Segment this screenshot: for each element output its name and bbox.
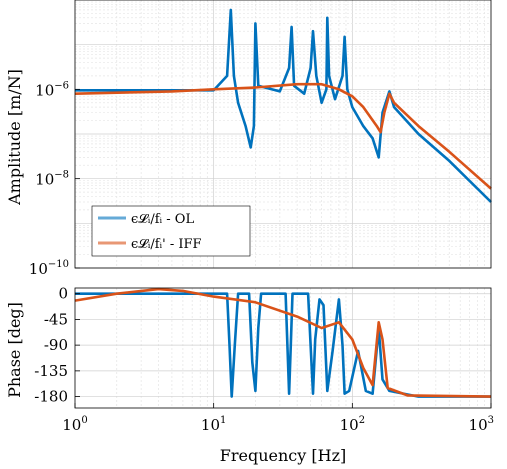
amplitude-panel: 10−10 10−8 10−6 xyxy=(29,0,492,278)
amplitude-series-0 xyxy=(75,8,492,203)
phase-ytick-label: -180 xyxy=(34,388,68,406)
phase-ytick-label: -45 xyxy=(44,310,68,328)
legend-label-ol: ϵ𝓛ᵢ/fᵢ - OL xyxy=(131,212,194,227)
phase-series-1 xyxy=(74,287,492,398)
amplitude-frame xyxy=(74,0,492,269)
amplitude-ytick-label: 10−10 xyxy=(29,259,69,278)
phase-series-0 xyxy=(75,292,491,398)
phase-ylabel: Phase [deg] xyxy=(5,302,24,398)
legend-box xyxy=(91,205,251,257)
phase-frame xyxy=(74,287,492,409)
phase-xlabel: Frequency [Hz] xyxy=(220,446,347,465)
phase-xtick-label: 101 xyxy=(201,415,226,434)
amplitude-ytick-label: 10−8 xyxy=(35,170,69,189)
phase-xtick-label: 100 xyxy=(62,415,87,434)
phase-ytick-label: -135 xyxy=(34,362,68,380)
legend-label-iff: ϵ𝓛ᵢ/fᵢ' - IFF xyxy=(131,237,202,252)
phase-panel: 0 -45 -90 -135 -180 100 101 102 103 xyxy=(34,285,494,434)
amplitude-ylabel: Amplitude [m/N] xyxy=(5,69,24,206)
phase-xtick-label: 102 xyxy=(340,415,365,434)
phase-ytick-label: -90 xyxy=(44,336,68,354)
phase-xtick-label: 103 xyxy=(469,415,494,434)
amplitude-series-1 xyxy=(74,82,492,190)
amplitude-ytick-label: 10−6 xyxy=(35,80,69,99)
phase-ytick-label: 0 xyxy=(58,285,68,303)
legend: ϵ𝓛ᵢ/fᵢ - OL ϵ𝓛ᵢ/fᵢ' - IFF xyxy=(91,205,251,257)
